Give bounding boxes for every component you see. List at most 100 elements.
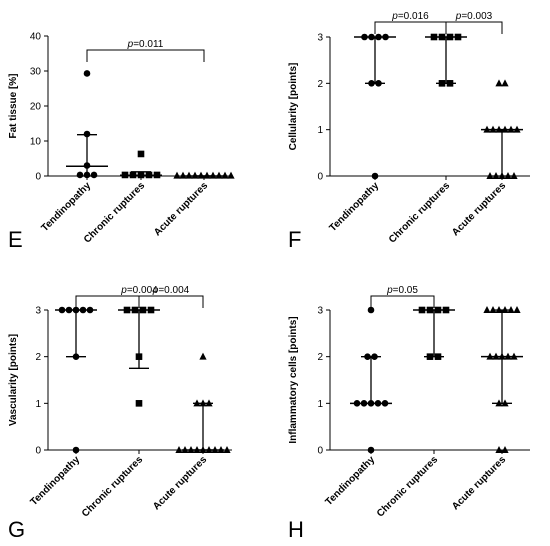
data-point-square <box>438 80 446 87</box>
data-point-triangle <box>486 352 494 360</box>
data-point-circle <box>90 171 98 179</box>
data-point-circle <box>72 353 80 360</box>
data-point-circle <box>86 306 94 314</box>
x-category-label: Acute ruptures <box>450 180 508 238</box>
data-point-triangle <box>483 306 491 313</box>
data-point-circle <box>83 130 91 138</box>
data-point-triangle <box>223 446 231 453</box>
y-tick-label: 3 <box>317 33 323 44</box>
data-point-triangle <box>501 306 509 313</box>
significance-bracket <box>445 21 503 34</box>
data-point-triangle <box>504 352 512 360</box>
y-tick-label: 1 <box>35 399 41 410</box>
data-point-triangle <box>215 171 223 179</box>
y-axis-title: Cellularity [points] <box>288 63 299 151</box>
data-point-square <box>137 171 145 179</box>
data-point-circle <box>371 353 378 360</box>
p-value-label: p=0.004 <box>152 285 190 296</box>
y-tick-label: 0 <box>317 172 323 183</box>
data-point-square <box>135 353 143 360</box>
data-point-square <box>434 353 442 360</box>
data-point-circle <box>371 172 379 180</box>
data-point-triangle <box>193 399 201 407</box>
data-point-circle <box>83 162 91 169</box>
x-category-label: Tendinopathy <box>29 454 83 508</box>
data-point-circle <box>76 171 84 179</box>
x-category-label: Acute ruptures <box>151 454 209 512</box>
data-point-circle <box>72 446 80 454</box>
data-point-circle <box>374 400 382 407</box>
data-point-triangle <box>211 446 219 453</box>
data-point-triangle <box>492 172 500 179</box>
y-tick-label: 3 <box>317 306 323 317</box>
data-point-triangle <box>489 306 497 313</box>
p-value-number: =0.004 <box>127 285 158 296</box>
data-point-square <box>121 171 129 179</box>
y-tick-label: 2 <box>317 352 323 363</box>
p-value-label: p=0.004 <box>120 285 158 296</box>
p-value-symbol: p <box>127 39 134 50</box>
data-point-circle <box>375 33 382 41</box>
x-category-label: Tendinopathy <box>328 180 382 234</box>
y-axis-title: Fat tissue [%] <box>8 73 19 138</box>
p-value-number: =0.05 <box>393 285 419 296</box>
data-point-square <box>139 306 147 314</box>
data-point-square <box>147 306 155 314</box>
data-point-triangle <box>501 446 509 453</box>
data-point-triangle <box>197 171 205 179</box>
p-value-symbol: p <box>152 285 159 296</box>
data-point-triangle <box>181 446 189 453</box>
data-point-circle <box>367 446 375 454</box>
data-point-square <box>129 171 137 179</box>
y-tick-label: 0 <box>35 172 41 183</box>
data-point-triangle <box>495 446 503 453</box>
y-tick-label: 0 <box>35 446 41 457</box>
p-value-symbol: p <box>120 285 127 296</box>
data-point-triangle <box>513 125 521 133</box>
data-point-circle <box>368 33 375 41</box>
data-point-square <box>135 400 143 407</box>
data-point-triangle <box>501 79 509 87</box>
data-point-square <box>446 80 454 87</box>
data-point-triangle <box>185 171 193 179</box>
data-point-square <box>434 306 442 314</box>
data-point-triangle <box>191 171 199 179</box>
data-point-triangle <box>513 306 521 313</box>
data-point-square <box>137 150 145 158</box>
data-point-circle <box>367 400 375 407</box>
data-point-triangle <box>501 399 509 407</box>
data-point-triangle <box>495 399 503 407</box>
p-value-label: p=0.011 <box>127 39 164 50</box>
data-point-circle <box>83 171 91 179</box>
data-point-circle <box>83 70 91 77</box>
data-point-triangle <box>205 446 213 453</box>
data-point-triangle <box>175 446 183 453</box>
x-category-label: Tendinopathy <box>40 180 94 234</box>
x-category-label: Chronic ruptures <box>375 454 440 519</box>
significance-bracket <box>138 295 204 308</box>
x-category-label: Acute ruptures <box>152 180 210 238</box>
data-point-square <box>442 306 450 314</box>
data-point-triangle <box>483 125 491 133</box>
significance-bracket <box>370 295 435 308</box>
data-point-triangle <box>221 171 229 179</box>
data-point-triangle <box>227 171 235 179</box>
data-point-square <box>145 171 153 179</box>
p-value-number: =0.011 <box>133 39 164 50</box>
data-point-square <box>438 33 446 41</box>
x-category-label: Chronic ruptures <box>82 180 147 245</box>
p-value-number: =0.003 <box>461 11 492 22</box>
x-category-label: Acute ruptures <box>450 454 508 512</box>
y-tick-label: 40 <box>30 32 42 43</box>
data-point-triangle <box>507 125 515 133</box>
panel-letter: G <box>8 517 25 542</box>
y-tick-label: 1 <box>317 125 323 136</box>
panel-letter: E <box>8 227 23 252</box>
data-point-triangle <box>492 352 500 360</box>
data-point-circle <box>367 306 375 314</box>
y-tick-label: 20 <box>30 102 42 113</box>
